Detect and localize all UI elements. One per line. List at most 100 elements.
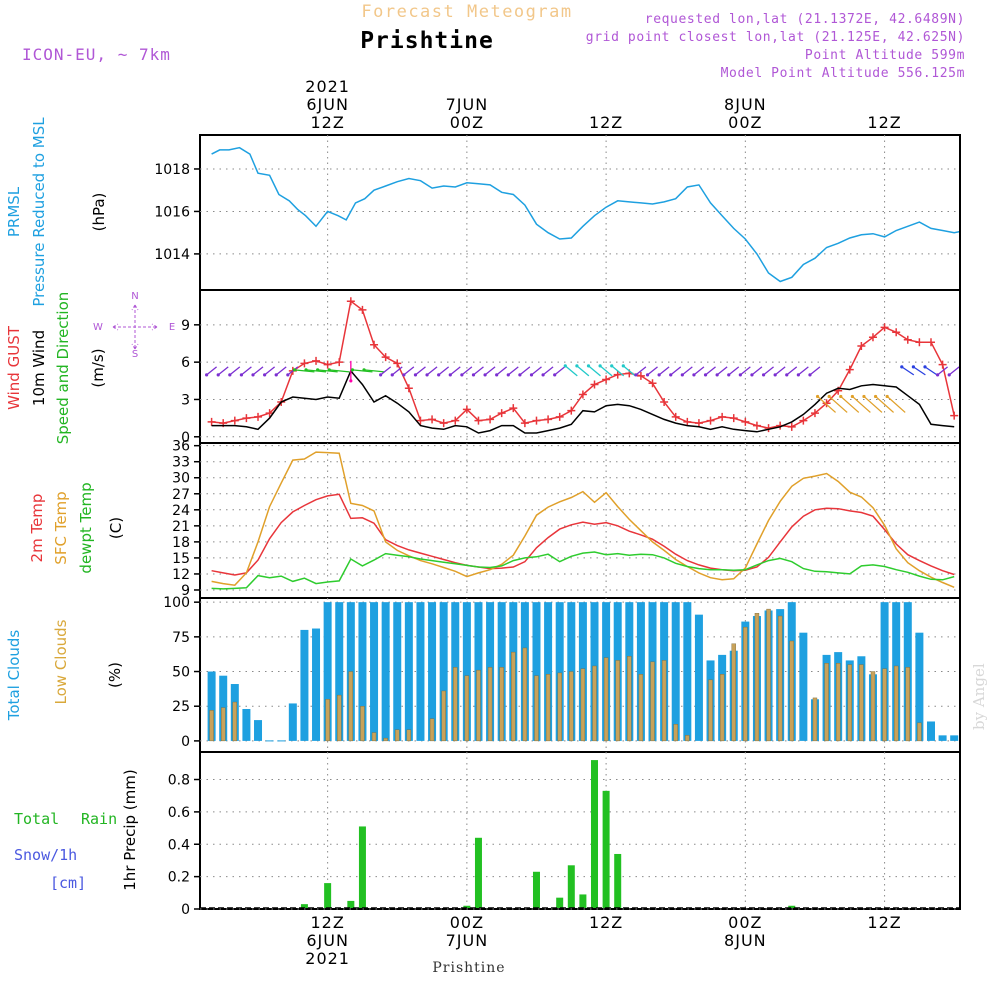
low-clouds-bar <box>371 732 377 742</box>
low-clouds-bar <box>534 675 539 742</box>
clouds-ytick-label: 50 <box>172 665 190 681</box>
wind-arrow-head <box>390 373 394 377</box>
wind-arrow <box>774 366 786 376</box>
gust-point <box>323 360 332 369</box>
wind-arrow <box>886 395 906 413</box>
total-clouds-bar <box>671 602 680 741</box>
wind-arrow <box>461 366 473 376</box>
low-clouds-bar <box>476 669 481 742</box>
low-clouds-bar <box>221 707 226 742</box>
temperature-ytick-label: 24 <box>172 503 190 519</box>
wind-arrow-head <box>911 365 915 369</box>
precip-label-total: Total <box>14 810 59 828</box>
wind-arrow-head <box>621 364 625 368</box>
low-clouds-bar <box>627 656 632 742</box>
gust-point <box>822 399 831 408</box>
precip-ytick-label: 0.8 <box>168 773 190 789</box>
gust-point <box>474 416 483 425</box>
precip-ytick-label: 0.6 <box>168 805 190 821</box>
gust-point <box>509 404 518 413</box>
total-clouds-bar <box>358 602 367 741</box>
wind-arrow <box>751 366 763 376</box>
gust-point <box>706 416 715 425</box>
low-clouds-bar <box>232 701 238 742</box>
total-clouds-bar <box>207 671 216 741</box>
bottom-hour-label: 12Z <box>310 913 344 932</box>
temperature-series-dewpt-temp <box>211 551 955 590</box>
total-clouds-bar <box>416 602 425 741</box>
precip-bar <box>463 905 471 908</box>
wind-arrow <box>875 395 895 413</box>
gust-point <box>404 384 413 393</box>
wind-arrow-head <box>947 373 951 377</box>
temperature-label-1: SFC Temp <box>52 491 70 564</box>
pressure-data <box>211 146 959 283</box>
temperature-ytick-label: 33 <box>172 455 190 471</box>
wind-arrow-head <box>815 394 820 399</box>
top-hour-label: 12Z <box>589 113 623 132</box>
low-clouds-bar <box>638 674 644 742</box>
wind-arrow-head <box>495 373 499 377</box>
precip-label-rain: Rain <box>81 810 117 828</box>
precip-bar <box>324 883 332 908</box>
wind-arrow <box>217 366 229 376</box>
low-clouds-bar <box>824 663 829 742</box>
total-clouds-bar <box>683 602 692 741</box>
panel-pressure: 1014 1016 1018 PRMSL Pressure Reduced to MSL… <box>5 117 961 307</box>
low-clouds-bar <box>592 665 597 742</box>
gust-point <box>254 412 263 421</box>
low-clouds-bar <box>580 668 586 742</box>
wind-arrow-head <box>362 368 366 372</box>
wind-arrow-head <box>827 394 831 399</box>
gust-point <box>880 323 889 332</box>
temperature-ytick-label: 36 <box>172 439 190 455</box>
wind-arrow <box>681 366 693 376</box>
wind-arrow <box>786 366 798 376</box>
gust-point <box>915 338 924 347</box>
model-altitude: Model Point Altitude 556.125m <box>721 66 965 81</box>
low-clouds-bar <box>499 667 504 742</box>
wind-arrow-head <box>761 373 766 377</box>
low-clouds-bar <box>731 643 736 742</box>
precip-bar <box>579 894 587 908</box>
gust-point <box>381 353 390 362</box>
temperature-unit: (C) <box>107 517 125 539</box>
gust-point <box>787 422 796 431</box>
grid-coords: grid point closest lon,lat (21.125E, 42.… <box>586 30 965 45</box>
gust-point <box>799 416 808 425</box>
pressure-label-1: Pressure Reduced to MSL <box>30 117 48 307</box>
wind-arrow <box>380 366 392 376</box>
low-clouds-bar <box>777 615 783 742</box>
wind-arrow <box>599 365 613 377</box>
wind-arrow-head <box>634 373 638 377</box>
chart-title: Prishtine <box>360 28 494 54</box>
clouds-ytick-label: 25 <box>172 699 190 715</box>
wind-arrow <box>635 366 647 376</box>
wind-arrow-head <box>460 373 464 377</box>
precip-label-snow: Snow/1h <box>14 846 77 864</box>
low-clouds-bar <box>429 718 435 742</box>
gust-point <box>590 380 599 389</box>
panel-wind: 0 3 6 9 Wind GUST 10m Wind Speed and Direction… <box>5 289 961 446</box>
low-clouds-bar <box>569 671 574 742</box>
wind-arrow <box>449 366 461 376</box>
low-clouds-bar <box>789 640 794 742</box>
compass-n: N <box>131 291 138 302</box>
wind-arrow-head <box>935 373 940 377</box>
wind-arrow-head <box>529 373 534 377</box>
gust-point <box>683 417 692 426</box>
watermark: by Angel <box>970 663 988 730</box>
compass-e: E <box>169 322 175 333</box>
total-clouds-bar <box>532 602 541 741</box>
temperature-ytick-label: 21 <box>172 519 190 535</box>
wind-arrow-head <box>437 373 441 377</box>
wind-arrow-head <box>379 373 383 377</box>
wind-arrow-head <box>286 373 290 377</box>
low-clouds-bar <box>383 737 388 742</box>
wind-arrow <box>840 395 860 413</box>
wind-arrow-head <box>873 394 878 399</box>
precip-unit: 1hr Precip (mm) <box>121 769 139 890</box>
wind-arrow-head <box>563 364 567 368</box>
wind-arrow <box>229 366 241 376</box>
low-clouds-bar <box>650 661 655 742</box>
